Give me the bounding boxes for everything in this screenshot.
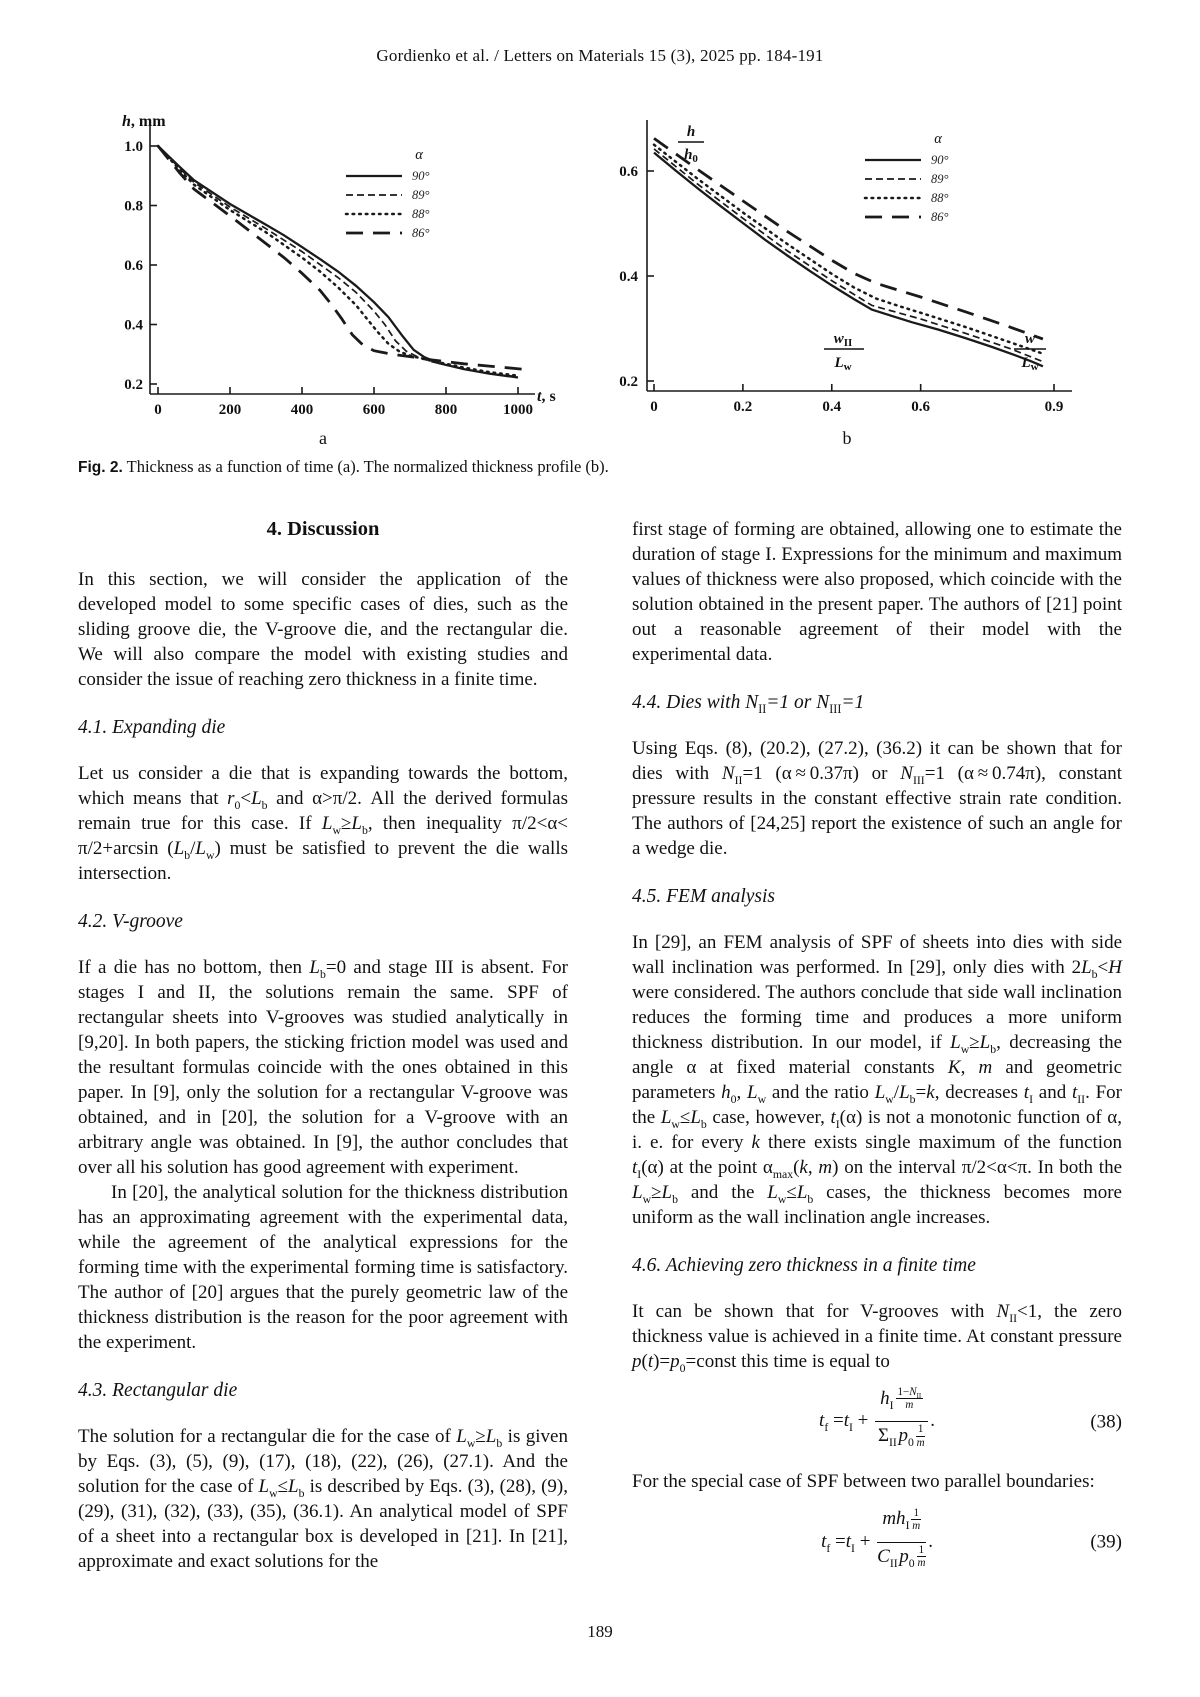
svg-text:Lw: Lw <box>1020 355 1038 373</box>
y-axis-label-h-over-h0: h h0 <box>678 124 704 165</box>
equation-39: tf =tI + mhI 1 m CII p0 1 m. (39) <box>632 1506 1122 1577</box>
svg-text:α: α <box>415 147 423 163</box>
series-90° <box>157 145 519 379</box>
paragraph: In [29], an FEM analysis of SPF of sheet… <box>632 932 1123 1228</box>
equation-39-body: tf =tI + mhI 1 m CII p0 1 m. <box>821 1506 933 1570</box>
svg-text:0.2: 0.2 <box>619 374 638 390</box>
svg-text:89°: 89° <box>931 172 949 186</box>
svg-text:0.2: 0.2 <box>124 377 143 393</box>
svg-text:0.6: 0.6 <box>619 164 638 180</box>
figure-2b: 0 0.2 0.4 0.6 0.9 0.2 0.4 0.6 α 90° 89° 88° 86° h h… <box>602 96 1092 449</box>
svg-text:0.4: 0.4 <box>124 318 143 334</box>
svg-text:90°: 90° <box>412 169 430 183</box>
figure-2: 0 200 400 600 800 1000 0.2 0.4 0.6 0.8 1.0 α 90° 89°… <box>0 96 1200 449</box>
subsection-heading-dies-n1: 4.4. Dies with NII=1 or NIII=1 <box>632 692 865 716</box>
section-heading-discussion: 4. Discussion <box>266 518 380 540</box>
x-axis-label-w-over-Lw: w Lw <box>1014 331 1046 373</box>
svg-text:89°: 89° <box>412 188 430 202</box>
svg-text:0: 0 <box>650 399 658 415</box>
svg-text:α: α <box>934 131 942 147</box>
equation-38: tf =tI + hI 1−NII m ΣII p0 1 m. (38) <box>632 1386 1122 1457</box>
subsection-heading-zero-thickness: 4.6. Achieving zero thickness in a finit… <box>632 1255 976 1276</box>
figure-2a: 0 200 400 600 800 1000 0.2 0.4 0.6 0.8 1.0 α 90° 89°… <box>88 96 558 449</box>
svg-text:90°: 90° <box>931 153 949 167</box>
page-header: Gordienko et al. / Letters on Materials … <box>376 46 824 65</box>
svg-text:600: 600 <box>363 402 386 418</box>
equation-38-number: (38) <box>1090 1411 1122 1433</box>
chart-b-series <box>652 137 1045 368</box>
svg-text:0.6: 0.6 <box>911 399 930 415</box>
svg-text:0.4: 0.4 <box>619 269 638 285</box>
paragraph: It can be shown that for V-grooves with … <box>632 1301 1123 1375</box>
svg-text:wII: wII <box>834 331 853 349</box>
series-89° <box>653 148 1044 363</box>
page-number: 189 <box>587 1622 613 1641</box>
chart-a-series <box>156 144 522 379</box>
svg-text:h: h <box>687 124 695 140</box>
paragraph: In [20], the analytical solution for the… <box>78 1182 568 1353</box>
svg-text:0.4: 0.4 <box>822 399 841 415</box>
chart-b-legend: α 90° 89° 88° 86° <box>863 131 949 224</box>
paragraph: Let us consider a die that is expanding … <box>78 763 568 884</box>
svg-text:400: 400 <box>291 402 314 418</box>
figure-caption-label: Fig. 2. <box>78 459 123 476</box>
svg-text:200: 200 <box>219 402 242 418</box>
paragraph: If a die has no bottom, then Lb=0 and st… <box>78 957 568 1178</box>
subsection-heading-rectangular-die: 4.3. Rectangular die <box>78 1380 238 1401</box>
svg-text:0.2: 0.2 <box>734 399 753 415</box>
svg-text:1.0: 1.0 <box>124 139 143 155</box>
svg-text:800: 800 <box>435 402 458 418</box>
series-86° <box>653 137 1044 341</box>
equation-38-body: tf =tI + hI 1−NII m ΣII p0 1 m. <box>819 1386 935 1450</box>
svg-text:88°: 88° <box>412 207 430 221</box>
chart-a-axes: 0 200 400 600 800 1000 0.2 0.4 0.6 0.8 1.0 <box>124 122 535 418</box>
paragraph: In this section, we will consider the ap… <box>78 569 568 690</box>
subsection-heading-fem-analysis: 4.5. FEM analysis <box>632 886 775 907</box>
series-88° <box>156 144 520 377</box>
svg-text:86°: 86° <box>412 226 430 240</box>
series-90° <box>653 151 1044 368</box>
subsection-heading-v-groove: 4.2. V-groove <box>78 911 183 932</box>
series-89° <box>157 145 519 378</box>
svg-text:Lw: Lw <box>833 355 851 373</box>
paragraph: The solution for a rectangular die for t… <box>78 1426 568 1572</box>
svg-text:0: 0 <box>154 402 162 418</box>
figure-2a-label: a <box>319 428 327 448</box>
figure-2b-label: b <box>842 428 852 448</box>
svg-text:h0: h0 <box>684 147 698 165</box>
two-column-text: 4. Discussion In this section, we will c… <box>78 517 1122 1590</box>
series-86° <box>156 145 522 371</box>
subsection-heading-expanding-die: 4.1. Expanding die <box>78 717 226 738</box>
chart-a-legend: α 90° 89° 88° 86° <box>344 147 430 240</box>
svg-text:1000: 1000 <box>503 402 533 418</box>
right-column: first stage of forming are obtained, all… <box>632 517 1122 1590</box>
y-axis-title: h, mm <box>122 113 166 130</box>
thickness-vs-time-chart: 0 200 400 600 800 1000 0.2 0.4 0.6 0.8 1.0 α 90° 89°… <box>122 113 556 418</box>
x-axis-label-wII-over-Lw: wII Lw <box>824 331 864 373</box>
paragraph: first stage of forming are obtained, all… <box>632 519 1122 665</box>
paragraph: Using Eqs. (8), (20.2), (27.2), (36.2) i… <box>632 738 1122 859</box>
equation-39-number: (39) <box>1090 1531 1122 1553</box>
chart-b-axes: 0 0.2 0.4 0.6 0.9 0.2 0.4 0.6 <box>619 120 1072 415</box>
normalized-thickness-profile-chart: 0 0.2 0.4 0.6 0.9 0.2 0.4 0.6 α 90° 89° 88° 86° h h… <box>619 120 1072 415</box>
left-column: 4. Discussion In this section, we will c… <box>78 517 568 1590</box>
svg-text:86°: 86° <box>931 210 949 224</box>
x-axis-title: t, s <box>537 388 556 405</box>
svg-text:0.8: 0.8 <box>124 199 143 215</box>
paragraph: For the special case of SPF between two … <box>632 1471 1095 1493</box>
figure-caption: Fig. 2. Thickness as a function of time … <box>78 457 609 476</box>
svg-text:w: w <box>1025 331 1036 347</box>
svg-text:88°: 88° <box>931 191 949 205</box>
series-88° <box>652 143 1045 355</box>
svg-text:0.9: 0.9 <box>1045 399 1064 415</box>
svg-text:0.6: 0.6 <box>124 258 143 274</box>
